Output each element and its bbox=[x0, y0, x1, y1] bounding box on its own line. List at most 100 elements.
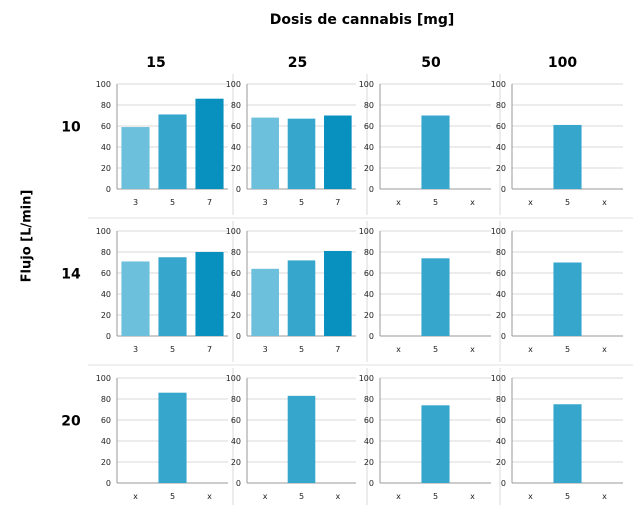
row-label-14: 14 bbox=[61, 266, 81, 282]
bar-14-15-7 bbox=[195, 252, 224, 336]
x-tick-label: 3 bbox=[263, 345, 268, 354]
bar-20-100-5 bbox=[553, 404, 582, 483]
bar-10-15-3 bbox=[121, 127, 150, 189]
row-label-20: 20 bbox=[61, 413, 81, 429]
x-tick-label: x bbox=[602, 492, 607, 501]
y-tick-label: 80 bbox=[101, 395, 111, 404]
bar-20-25-5 bbox=[287, 395, 316, 483]
y-tick-label: 0 bbox=[369, 479, 374, 488]
y-tick-label: 100 bbox=[96, 374, 111, 383]
bar-10-15-5 bbox=[158, 114, 187, 189]
y-tick-label: 20 bbox=[364, 311, 374, 320]
x-tick-label: 5 bbox=[170, 492, 175, 501]
y-tick-label: 0 bbox=[106, 479, 111, 488]
bar-20-50-5 bbox=[421, 405, 450, 483]
x-tick-label: x bbox=[396, 198, 401, 207]
y-tick-label: 100 bbox=[226, 374, 241, 383]
y-tick-label: 80 bbox=[496, 248, 506, 257]
y-tick-label: 100 bbox=[96, 227, 111, 236]
y-tick-label: 20 bbox=[231, 458, 241, 467]
y-tick-label: 40 bbox=[101, 437, 111, 446]
y-tick-label: 0 bbox=[106, 185, 111, 194]
x-tick-label: 5 bbox=[565, 345, 570, 354]
y-tick-label: 60 bbox=[231, 269, 241, 278]
y-tick-label: 40 bbox=[364, 143, 374, 152]
y-tick-label: 60 bbox=[101, 269, 111, 278]
y-tick-label: 60 bbox=[364, 269, 374, 278]
bar-14-25-3 bbox=[251, 268, 279, 336]
x-tick-label: 5 bbox=[433, 198, 438, 207]
y-tick-label: 20 bbox=[496, 458, 506, 467]
x-tick-label: 5 bbox=[299, 198, 304, 207]
y-tick-label: 60 bbox=[496, 122, 506, 131]
y-tick-label: 80 bbox=[101, 101, 111, 110]
x-tick-label: x bbox=[335, 492, 340, 501]
x-tick-label: 5 bbox=[565, 492, 570, 501]
x-tick-label: x bbox=[207, 492, 212, 501]
y-tick-label: 40 bbox=[231, 290, 241, 299]
x-tick-label: x bbox=[528, 345, 533, 354]
x-tick-label: 5 bbox=[299, 345, 304, 354]
y-tick-label: 20 bbox=[101, 458, 111, 467]
y-tick-label: 80 bbox=[364, 395, 374, 404]
y-tick-label: 80 bbox=[364, 248, 374, 257]
y-tick-label: 60 bbox=[496, 269, 506, 278]
bar-20-15-5 bbox=[158, 392, 187, 483]
x-tick-label: 7 bbox=[335, 345, 340, 354]
y-tick-label: 40 bbox=[231, 437, 241, 446]
column-label-25: 25 bbox=[288, 55, 307, 71]
x-tick-label: x bbox=[602, 345, 607, 354]
y-tick-label: 80 bbox=[364, 101, 374, 110]
x-tick-label: 5 bbox=[170, 345, 175, 354]
bar-10-100-5 bbox=[553, 124, 582, 189]
y-tick-label: 80 bbox=[101, 248, 111, 257]
y-tick-label: 0 bbox=[501, 479, 506, 488]
y-tick-label: 0 bbox=[236, 185, 241, 194]
bar-14-15-5 bbox=[158, 257, 187, 336]
bar-14-25-5 bbox=[287, 260, 316, 336]
x-tick-label: x bbox=[470, 345, 475, 354]
x-tick-label: x bbox=[263, 492, 268, 501]
y-tick-label: 20 bbox=[101, 164, 111, 173]
x-tick-label: x bbox=[396, 345, 401, 354]
bar-10-25-3 bbox=[251, 117, 279, 189]
y-tick-label: 100 bbox=[491, 80, 506, 89]
y-tick-label: 20 bbox=[496, 311, 506, 320]
x-tick-label: 5 bbox=[565, 198, 570, 207]
y-tick-label: 100 bbox=[491, 227, 506, 236]
y-tick-label: 60 bbox=[231, 416, 241, 425]
y-tick-label: 80 bbox=[496, 101, 506, 110]
column-label-15: 15 bbox=[146, 55, 165, 71]
y-tick-label: 80 bbox=[231, 248, 241, 257]
y-tick-label: 0 bbox=[369, 185, 374, 194]
y-tick-label: 0 bbox=[501, 185, 506, 194]
y-tick-label: 20 bbox=[364, 458, 374, 467]
y-tick-label: 100 bbox=[96, 80, 111, 89]
y-tick-label: 40 bbox=[364, 290, 374, 299]
y-tick-label: 20 bbox=[101, 311, 111, 320]
y-tick-label: 40 bbox=[101, 143, 111, 152]
y-tick-label: 0 bbox=[236, 332, 241, 341]
x-tick-label: x bbox=[528, 492, 533, 501]
y-tick-label: 20 bbox=[364, 164, 374, 173]
y-tick-label: 60 bbox=[101, 416, 111, 425]
x-tick-label: 5 bbox=[299, 492, 304, 501]
y-tick-label: 80 bbox=[231, 395, 241, 404]
y-tick-label: 100 bbox=[359, 374, 374, 383]
bar-14-50-5 bbox=[421, 258, 450, 336]
y-tick-label: 80 bbox=[496, 395, 506, 404]
y-tick-label: 60 bbox=[101, 122, 111, 131]
y-tick-label: 40 bbox=[364, 437, 374, 446]
y-tick-label: 60 bbox=[231, 122, 241, 131]
y-tick-label: 40 bbox=[496, 437, 506, 446]
x-tick-label: x bbox=[470, 492, 475, 501]
bar-10-25-7 bbox=[324, 115, 352, 189]
y-tick-label: 20 bbox=[231, 164, 241, 173]
x-tick-label: 5 bbox=[433, 492, 438, 501]
y-tick-label: 20 bbox=[496, 164, 506, 173]
y-tick-label: 100 bbox=[359, 80, 374, 89]
bar-10-50-5 bbox=[421, 115, 450, 189]
x-tick-label: 7 bbox=[335, 198, 340, 207]
x-tick-label: 5 bbox=[433, 345, 438, 354]
